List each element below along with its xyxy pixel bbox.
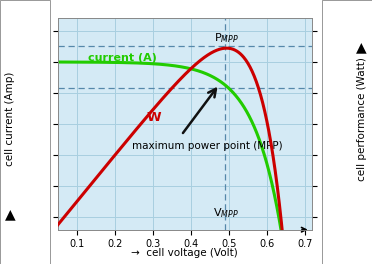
Text: V$_{MPP}$: V$_{MPP}$: [213, 206, 239, 220]
Text: →  cell voltage (Volt): → cell voltage (Volt): [131, 248, 237, 258]
Text: cell current (Amp): cell current (Amp): [6, 72, 15, 166]
Text: maximum power point (MPP): maximum power point (MPP): [132, 141, 282, 151]
Text: ▲: ▲: [356, 40, 367, 55]
Text: cell performance (Watt): cell performance (Watt): [357, 57, 366, 181]
Text: current (A): current (A): [88, 53, 157, 63]
Text: P$_{MPP}$: P$_{MPP}$: [214, 31, 238, 45]
Text: W: W: [147, 111, 162, 124]
Text: ▲: ▲: [5, 207, 16, 221]
